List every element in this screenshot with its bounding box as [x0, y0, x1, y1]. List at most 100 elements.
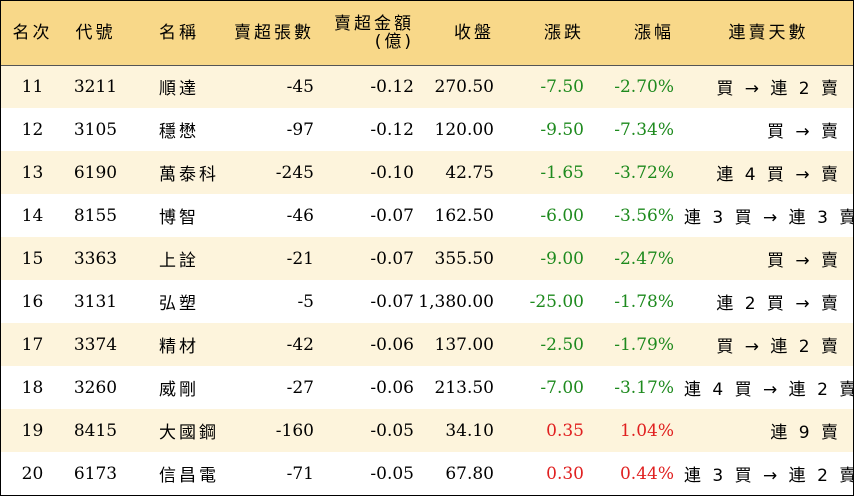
streak-cell: 連 3 買 → 連 2 賣 [684, 466, 854, 486]
code-cell: 3260 [73, 377, 118, 398]
streak-cell: 買 → 連 2 賣 [716, 79, 841, 100]
amount-cell: -0.07 [370, 248, 414, 269]
close-cell: 162.50 [434, 205, 494, 226]
shares-cell: -97 [286, 119, 314, 140]
pct-cell: -1.79% [614, 334, 674, 355]
code-cell: 3374 [73, 334, 118, 355]
shares-cell: -27 [286, 377, 314, 398]
shares-cell: -5 [297, 291, 314, 312]
amount-cell: -0.06 [370, 334, 414, 355]
stock-name-cell: 上詮 [159, 251, 199, 271]
table-row: 18 3260 威剛 -27 -0.06 213.50 -7.00 -3.17% 連 4 買 →… [1, 366, 854, 409]
shares-cell: -45 [286, 76, 314, 97]
close-cell: 67.80 [445, 463, 494, 484]
stock-name-cell: 精材 [159, 337, 199, 357]
amount-cell: -0.06 [370, 377, 414, 398]
streak-cell: 連 4 買 → 賣 [716, 165, 841, 185]
change-cell: -6.00 [540, 205, 584, 226]
table-row: 12 3105 穩懋 -97 -0.12 120.00 -9.50 -7.34% 買 → 賣 [1, 108, 853, 151]
stock-name-cell: 威剛 [159, 380, 199, 400]
code-cell: 6173 [73, 463, 118, 484]
streak-cell: 連 2 買 → 賣 [716, 294, 841, 314]
stock-name-cell: 萬泰科 [159, 165, 219, 185]
header-close: 收盤 [414, 1, 504, 66]
header-code: 代號 [64, 1, 127, 66]
close-cell: 270.50 [434, 76, 494, 97]
code-cell: 3363 [73, 248, 118, 269]
code-cell: 6190 [73, 162, 118, 183]
pct-cell: 0.44% [619, 463, 674, 484]
change-cell: 0.30 [546, 463, 584, 484]
code-cell: 3131 [73, 291, 118, 312]
rank-cell: 14 [21, 205, 44, 226]
close-cell: 42.75 [445, 162, 494, 183]
amount-cell: -0.07 [370, 291, 414, 312]
change-cell: -7.50 [540, 76, 584, 97]
shares-cell: -160 [275, 420, 314, 441]
streak-cell: 連 3 買 → 連 3 賣 [684, 208, 854, 228]
table-row: 15 3363 上詮 -21 -0.07 355.50 -9.00 -2.47% 買 → 賣 [1, 237, 853, 280]
change-cell: -1.65 [540, 162, 584, 183]
header-streak: 連賣天數 [684, 1, 853, 66]
change-cell: -25.00 [529, 291, 584, 312]
close-cell: 213.50 [434, 377, 494, 398]
pct-cell: -3.56% [614, 205, 674, 226]
close-cell: 137.00 [434, 334, 494, 355]
pct-cell: -3.72% [614, 162, 674, 183]
code-cell: 3211 [73, 76, 118, 97]
code-cell: 8155 [73, 205, 118, 226]
rank-cell: 18 [21, 377, 44, 398]
rank-cell: 13 [21, 162, 44, 183]
shares-cell: -71 [286, 463, 314, 484]
close-cell: 120.00 [434, 119, 494, 140]
pct-cell: -3.17% [614, 377, 674, 398]
streak-cell: 買 → 賣 [766, 122, 841, 142]
change-cell: -2.50 [540, 334, 584, 355]
table-row: 13 6190 萬泰科 -245 -0.10 42.75 -1.65 -3.72% 連 4 買 … [1, 151, 853, 194]
pct-cell: -1.78% [614, 291, 674, 312]
pct-cell: -2.70% [614, 76, 674, 97]
close-cell: 1,380.00 [418, 291, 494, 312]
amount-cell: -0.07 [370, 205, 414, 226]
change-cell: -7.00 [540, 377, 584, 398]
rank-cell: 16 [21, 291, 44, 312]
shares-cell: -46 [286, 205, 314, 226]
rank-cell: 15 [21, 248, 44, 269]
streak-cell: 買 → 賣 [766, 251, 841, 271]
rank-cell: 20 [21, 463, 44, 484]
shares-cell: -21 [286, 248, 314, 269]
stock-name-cell: 信昌電 [159, 466, 219, 486]
close-cell: 34.10 [445, 420, 494, 441]
amount-cell: -0.12 [370, 119, 414, 140]
amount-cell: -0.05 [370, 420, 414, 441]
header-rank: 名次 [1, 1, 64, 66]
streak-cell: 買 → 連 2 賣 [716, 337, 841, 357]
close-cell: 355.50 [434, 248, 494, 269]
stock-name-cell: 大國鋼 [159, 423, 219, 443]
table-row: 20 6173 信昌電 -71 -0.05 67.80 0.30 0.44% 連 3 買 → 連… [1, 452, 854, 495]
amount-cell: -0.10 [370, 162, 414, 183]
amount-cell: -0.05 [370, 463, 414, 484]
code-cell: 3105 [73, 119, 118, 140]
header-amount: 賣超金額 (億) [314, 1, 414, 66]
shares-cell: -245 [275, 162, 314, 183]
stock-name-cell: 順達 [159, 79, 199, 100]
table-row: 16 3131 弘塑 -5 -0.07 1,380.00 -25.00 -1.78% 連 2 買… [1, 280, 853, 323]
streak-cell: 連 4 買 → 連 2 賣 [684, 380, 854, 400]
pct-cell: -2.47% [614, 248, 674, 269]
header-change: 漲跌 [504, 1, 594, 66]
amount-cell: -0.12 [370, 76, 414, 97]
header-pct: 漲幅 [594, 1, 684, 66]
pct-cell: 1.04% [619, 420, 674, 441]
change-cell: 0.35 [546, 420, 584, 441]
table-body: 11 3211 順達 -45 -0.12 270.50 -7.50 -2.70% 買 → 連 2… [1, 65, 854, 495]
pct-cell: -7.34% [614, 119, 674, 140]
table-header-row: 名次 代號 名稱 賣超張數 賣超金額 (億) 收盤 漲跌 漲幅 連賣天數 [1, 1, 853, 66]
stock-name-cell: 博智 [159, 208, 199, 228]
shares-cell: -42 [286, 334, 314, 355]
header-name: 名稱 [127, 1, 218, 66]
code-cell: 8415 [73, 420, 118, 441]
table-row: 17 3374 精材 -42 -0.06 137.00 -2.50 -1.79% 買 → 連 2… [1, 323, 853, 366]
